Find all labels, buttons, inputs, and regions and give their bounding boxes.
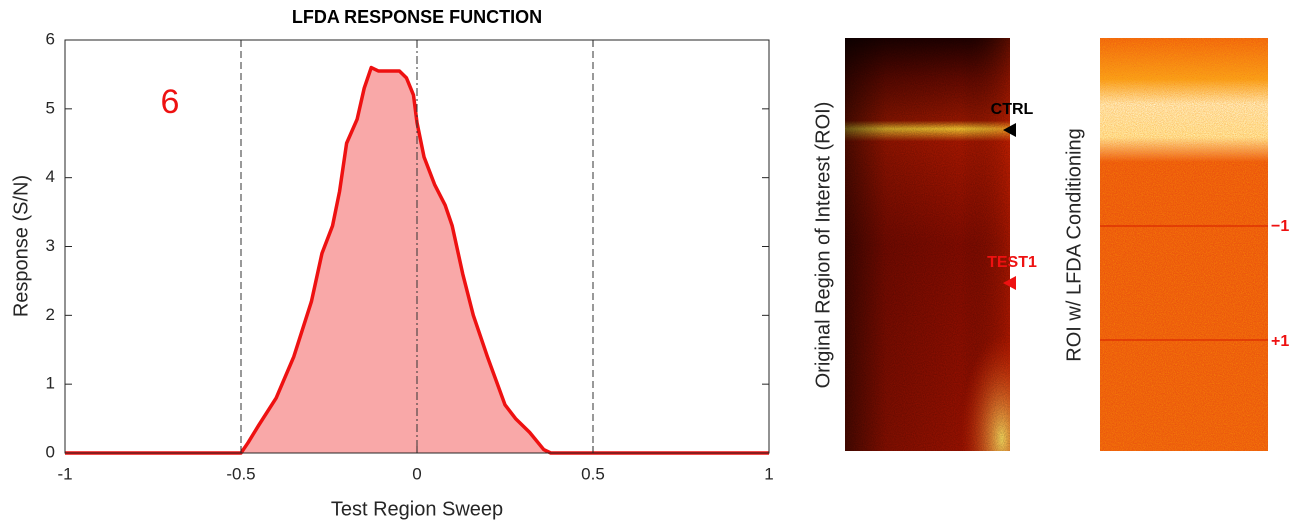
roi-image xyxy=(845,38,1016,451)
y-tick-label: 5 xyxy=(46,98,55,117)
area-line xyxy=(65,65,769,455)
x-tick-label: 1 xyxy=(764,464,773,483)
y-tick-label: 6 xyxy=(46,29,55,48)
marker-label: +1 xyxy=(1271,333,1289,350)
y-tick-label: 0 xyxy=(46,442,55,461)
annotation: 6 xyxy=(161,83,180,121)
y-tick-label: 4 xyxy=(46,167,55,186)
chart-title: LFDA RESPONSE FUNCTION xyxy=(292,7,542,27)
x-tick-label: 0 xyxy=(412,464,421,483)
x-tick-label: 0.5 xyxy=(581,464,605,483)
image-label: ROI w/ LFDA Conditioning xyxy=(1063,128,1085,361)
image-label: Original Region of Interest (ROI) xyxy=(812,102,834,389)
x-tick-label: -1 xyxy=(57,464,72,483)
y-tick-label: 3 xyxy=(46,236,55,255)
x-tick-label: -0.5 xyxy=(226,464,255,483)
marker-label: CTRL xyxy=(991,101,1034,118)
conditioned-image xyxy=(1100,38,1268,451)
y-axis-label: Response (S/N) xyxy=(10,175,32,317)
y-tick-label: 1 xyxy=(46,374,55,393)
y-tick-label: 2 xyxy=(46,305,55,324)
marker-label: TEST1 xyxy=(987,254,1037,271)
marker-label: −1 xyxy=(1271,218,1289,235)
x-axis-label: Test Region Sweep xyxy=(331,498,503,520)
